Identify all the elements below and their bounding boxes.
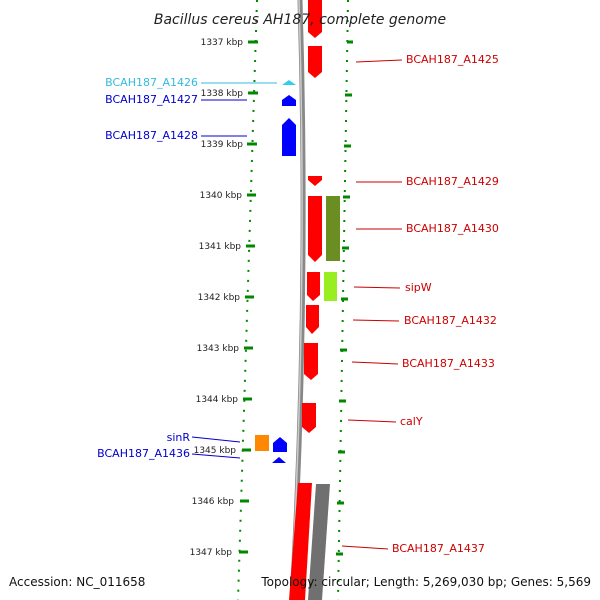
topology-text: Topology: circular; Length: 5,269,030 bp… xyxy=(260,575,591,589)
gene-arrow-BCAH187_A1429 xyxy=(308,176,322,186)
gene-arrow-calY xyxy=(302,403,316,433)
gene-arrow-BCAH187_A1426 xyxy=(282,80,296,85)
kbp-label-1343: 1343 kbp xyxy=(197,344,240,354)
kbp-label-1344: 1344 kbp xyxy=(196,395,239,405)
gene-label-BCAH187_A1430[interactable]: BCAH187_A1430 xyxy=(406,222,499,235)
kbp-label-1341: 1341 kbp xyxy=(199,242,242,252)
gene-arrow-BCAH187_A1425 xyxy=(308,46,322,78)
gene-label-calY[interactable]: calY xyxy=(400,415,423,428)
genome-title: Bacillus cereus AH187, complete genome xyxy=(154,12,446,28)
kbp-label-1345: 1345 kbp xyxy=(194,446,237,456)
gene-label-BCAH187_A1436[interactable]: BCAH187_A1436 xyxy=(97,447,190,460)
feature-lime xyxy=(324,272,337,301)
gene-label-BCAH187_A1428[interactable]: BCAH187_A1428 xyxy=(105,129,198,142)
reverse-genes xyxy=(272,80,296,463)
kbp-label-1340: 1340 kbp xyxy=(200,191,243,201)
kbp-label-1346: 1346 kbp xyxy=(192,497,235,507)
gene-label-sinR[interactable]: sinR xyxy=(167,431,191,444)
gene-arrow-BCAH187_A1437 xyxy=(289,483,312,600)
forward-genes xyxy=(289,0,322,600)
kbp-labels: 1337 kbp 1338 kbp 1339 kbp 1340 kbp 1341… xyxy=(190,38,244,558)
gene-arrow-BCAH187_A1427 xyxy=(282,95,296,106)
feature-olive xyxy=(326,196,340,261)
kbp-label-1338: 1338 kbp xyxy=(201,89,244,99)
feature-orange-sinR xyxy=(255,435,269,451)
gene-arrow-sipW xyxy=(307,272,320,301)
gene-arrow-top-fragment xyxy=(308,0,322,38)
kbp-major-ticks xyxy=(239,40,353,556)
kbp-label-1342: 1342 kbp xyxy=(198,293,241,303)
kbp-label-1337: 1337 kbp xyxy=(201,38,244,48)
genome-backbone-highlight xyxy=(290,0,303,600)
gene-label-BCAH187_A1429[interactable]: BCAH187_A1429 xyxy=(406,175,499,188)
feature-gray xyxy=(308,484,330,600)
gene-label-BCAH187_A1427[interactable]: BCAH187_A1427 xyxy=(105,93,198,106)
gene-arrow-BCAH187_A1436 xyxy=(272,457,286,463)
gene-arrow-BCAH187_A1432 xyxy=(306,305,319,334)
gene-label-BCAH187_A1425[interactable]: BCAH187_A1425 xyxy=(406,53,499,66)
gene-label-BCAH187_A1426[interactable]: BCAH187_A1426 xyxy=(105,76,198,89)
kbp-label-1347: 1347 kbp xyxy=(190,548,233,558)
gene-label-BCAH187_A1437[interactable]: BCAH187_A1437 xyxy=(392,542,485,555)
gene-label-BCAH187_A1432[interactable]: BCAH187_A1432 xyxy=(404,314,497,327)
leader-lines xyxy=(191,59,403,550)
accession-text: Accession: NC_011658 xyxy=(9,575,145,589)
kbp-label-1339: 1339 kbp xyxy=(201,140,244,150)
gene-label-BCAH187_A1433[interactable]: BCAH187_A1433 xyxy=(402,357,495,370)
gene-arrow-sinR xyxy=(273,437,287,452)
gene-arrow-BCAH187_A1428 xyxy=(282,118,296,156)
gene-arrow-BCAH187_A1430 xyxy=(308,196,322,262)
gene-arrow-BCAH187_A1433 xyxy=(304,343,318,380)
gene-label-sipW[interactable]: sipW xyxy=(405,281,432,294)
gene-labels: BCAH187_A1425 BCAH187_A1426 BCAH187_A142… xyxy=(97,53,499,555)
